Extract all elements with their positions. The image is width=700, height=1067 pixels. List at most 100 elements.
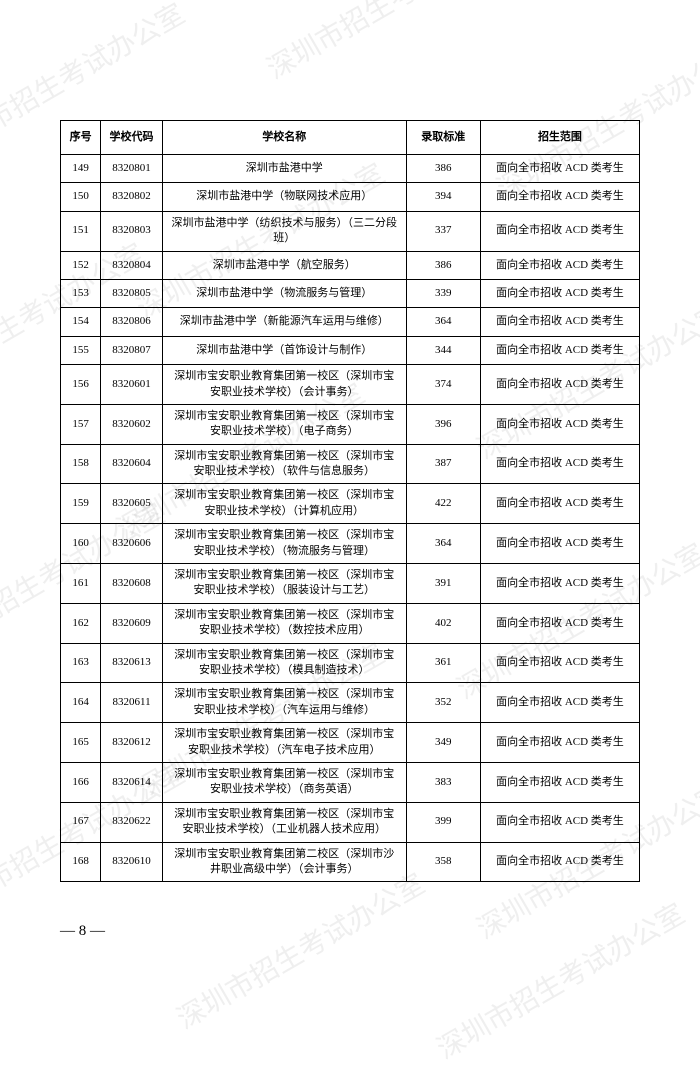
cell-seq: 149 xyxy=(61,155,101,183)
cell-score: 364 xyxy=(406,524,480,564)
cell-seq: 168 xyxy=(61,842,101,882)
cell-code: 8320604 xyxy=(101,444,163,484)
cell-code: 8320602 xyxy=(101,404,163,444)
cell-scope: 面向全市招收 ACD 类考生 xyxy=(480,564,639,604)
cell-name: 深圳市宝安职业教育集团第一校区（深圳市宝安职业技术学校）（电子商务） xyxy=(162,404,406,444)
cell-name: 深圳市宝安职业教育集团第一校区（深圳市宝安职业技术学校）（工业机器人技术应用） xyxy=(162,802,406,842)
cell-scope: 面向全市招收 ACD 类考生 xyxy=(480,643,639,683)
cell-seq: 160 xyxy=(61,524,101,564)
cell-scope: 面向全市招收 ACD 类考生 xyxy=(480,802,639,842)
cell-name: 深圳市宝安职业教育集团第二校区（深圳市沙井职业高级中学）（会计事务） xyxy=(162,842,406,882)
cell-code: 8320608 xyxy=(101,564,163,604)
cell-name: 深圳市宝安职业教育集团第一校区（深圳市宝安职业技术学校）（软件与信息服务） xyxy=(162,444,406,484)
cell-code: 8320801 xyxy=(101,155,163,183)
cell-scope: 面向全市招收 ACD 类考生 xyxy=(480,444,639,484)
table-row: 1658320612深圳市宝安职业教育集团第一校区（深圳市宝安职业技术学校）（汽… xyxy=(61,723,640,763)
cell-seq: 166 xyxy=(61,762,101,802)
cell-scope: 面向全市招收 ACD 类考生 xyxy=(480,251,639,279)
cell-scope: 面向全市招收 ACD 类考生 xyxy=(480,762,639,802)
cell-code: 8320807 xyxy=(101,336,163,364)
cell-seq: 150 xyxy=(61,183,101,211)
cell-seq: 153 xyxy=(61,279,101,307)
cell-scope: 面向全市招收 ACD 类考生 xyxy=(480,211,639,251)
cell-name: 深圳市盐港中学（航空服务） xyxy=(162,251,406,279)
header-scope: 招生范围 xyxy=(480,121,639,155)
cell-score: 402 xyxy=(406,603,480,643)
table-row: 1668320614深圳市宝安职业教育集团第一校区（深圳市宝安职业技术学校）（商… xyxy=(61,762,640,802)
cell-name: 深圳市盐港中学（物流服务与管理） xyxy=(162,279,406,307)
cell-scope: 面向全市招收 ACD 类考生 xyxy=(480,524,639,564)
cell-scope: 面向全市招收 ACD 类考生 xyxy=(480,183,639,211)
cell-code: 8320611 xyxy=(101,683,163,723)
cell-score: 391 xyxy=(406,564,480,604)
cell-code: 8320806 xyxy=(101,308,163,336)
table-row: 1618320608深圳市宝安职业教育集团第一校区（深圳市宝安职业技术学校）（服… xyxy=(61,564,640,604)
cell-code: 8320803 xyxy=(101,211,163,251)
cell-score: 399 xyxy=(406,802,480,842)
table-header-row: 序号 学校代码 学校名称 录取标准 招生范围 xyxy=(61,121,640,155)
table-row: 1628320609深圳市宝安职业教育集团第一校区（深圳市宝安职业技术学校）（数… xyxy=(61,603,640,643)
cell-score: 386 xyxy=(406,155,480,183)
cell-seq: 158 xyxy=(61,444,101,484)
cell-name: 深圳市宝安职业教育集团第一校区（深圳市宝安职业技术学校）（汽车运用与维修） xyxy=(162,683,406,723)
cell-score: 386 xyxy=(406,251,480,279)
table-row: 1688320610深圳市宝安职业教育集团第二校区（深圳市沙井职业高级中学）（会… xyxy=(61,842,640,882)
cell-seq: 154 xyxy=(61,308,101,336)
cell-score: 383 xyxy=(406,762,480,802)
cell-name: 深圳市盐港中学（新能源汽车运用与维修） xyxy=(162,308,406,336)
cell-scope: 面向全市招收 ACD 类考生 xyxy=(480,279,639,307)
cell-code: 8320805 xyxy=(101,279,163,307)
cell-scope: 面向全市招收 ACD 类考生 xyxy=(480,484,639,524)
cell-seq: 151 xyxy=(61,211,101,251)
table-row: 1538320805深圳市盐港中学（物流服务与管理）339面向全市招收 ACD … xyxy=(61,279,640,307)
table-row: 1548320806深圳市盐港中学（新能源汽车运用与维修）364面向全市招收 A… xyxy=(61,308,640,336)
table-row: 1678320622深圳市宝安职业教育集团第一校区（深圳市宝安职业技术学校）（工… xyxy=(61,802,640,842)
table-row: 1598320605深圳市宝安职业教育集团第一校区（深圳市宝安职业技术学校）（计… xyxy=(61,484,640,524)
cell-code: 8320610 xyxy=(101,842,163,882)
header-name: 学校名称 xyxy=(162,121,406,155)
table-row: 1568320601深圳市宝安职业教育集团第一校区（深圳市宝安职业技术学校）（会… xyxy=(61,365,640,405)
cell-scope: 面向全市招收 ACD 类考生 xyxy=(480,842,639,882)
cell-score: 339 xyxy=(406,279,480,307)
cell-scope: 面向全市招收 ACD 类考生 xyxy=(480,308,639,336)
cell-score: 344 xyxy=(406,336,480,364)
cell-name: 深圳市盐港中学（首饰设计与制作） xyxy=(162,336,406,364)
cell-name: 深圳市宝安职业教育集团第一校区（深圳市宝安职业技术学校）（数控技术应用） xyxy=(162,603,406,643)
cell-code: 8320612 xyxy=(101,723,163,763)
cell-name: 深圳市盐港中学（纺织技术与服务）（三二分段班） xyxy=(162,211,406,251)
cell-score: 387 xyxy=(406,444,480,484)
cell-seq: 155 xyxy=(61,336,101,364)
cell-name: 深圳市宝安职业教育集团第一校区（深圳市宝安职业技术学校）（商务英语） xyxy=(162,762,406,802)
table-row: 1518320803深圳市盐港中学（纺织技术与服务）（三二分段班）337面向全市… xyxy=(61,211,640,251)
cell-score: 337 xyxy=(406,211,480,251)
header-seq: 序号 xyxy=(61,121,101,155)
header-score: 录取标准 xyxy=(406,121,480,155)
table-row: 1578320602深圳市宝安职业教育集团第一校区（深圳市宝安职业技术学校）（电… xyxy=(61,404,640,444)
cell-code: 8320613 xyxy=(101,643,163,683)
table-row: 1588320604深圳市宝安职业教育集团第一校区（深圳市宝安职业技术学校）（软… xyxy=(61,444,640,484)
cell-code: 8320614 xyxy=(101,762,163,802)
cell-name: 深圳市宝安职业教育集团第一校区（深圳市宝安职业技术学校）（模具制造技术） xyxy=(162,643,406,683)
cell-seq: 156 xyxy=(61,365,101,405)
cell-name: 深圳市盐港中学 xyxy=(162,155,406,183)
cell-code: 8320804 xyxy=(101,251,163,279)
cell-seq: 163 xyxy=(61,643,101,683)
cell-score: 358 xyxy=(406,842,480,882)
cell-seq: 152 xyxy=(61,251,101,279)
table-row: 1558320807深圳市盐港中学（首饰设计与制作）344面向全市招收 ACD … xyxy=(61,336,640,364)
cell-score: 361 xyxy=(406,643,480,683)
page-number: — 8 — xyxy=(60,923,105,940)
table-row: 1608320606深圳市宝安职业教育集团第一校区（深圳市宝安职业技术学校）（物… xyxy=(61,524,640,564)
cell-code: 8320606 xyxy=(101,524,163,564)
document-page: 序号 学校代码 学校名称 录取标准 招生范围 1498320801深圳市盐港中学… xyxy=(0,0,700,990)
table-row: 1638320613深圳市宝安职业教育集团第一校区（深圳市宝安职业技术学校）（模… xyxy=(61,643,640,683)
table-row: 1498320801深圳市盐港中学386面向全市招收 ACD 类考生 xyxy=(61,155,640,183)
header-code: 学校代码 xyxy=(101,121,163,155)
admission-table: 序号 学校代码 学校名称 录取标准 招生范围 1498320801深圳市盐港中学… xyxy=(60,120,640,882)
cell-name: 深圳市宝安职业教育集团第一校区（深圳市宝安职业技术学校）（汽车电子技术应用） xyxy=(162,723,406,763)
cell-seq: 159 xyxy=(61,484,101,524)
table-row: 1648320611深圳市宝安职业教育集团第一校区（深圳市宝安职业技术学校）（汽… xyxy=(61,683,640,723)
cell-score: 352 xyxy=(406,683,480,723)
cell-seq: 161 xyxy=(61,564,101,604)
cell-name: 深圳市盐港中学（物联网技术应用） xyxy=(162,183,406,211)
